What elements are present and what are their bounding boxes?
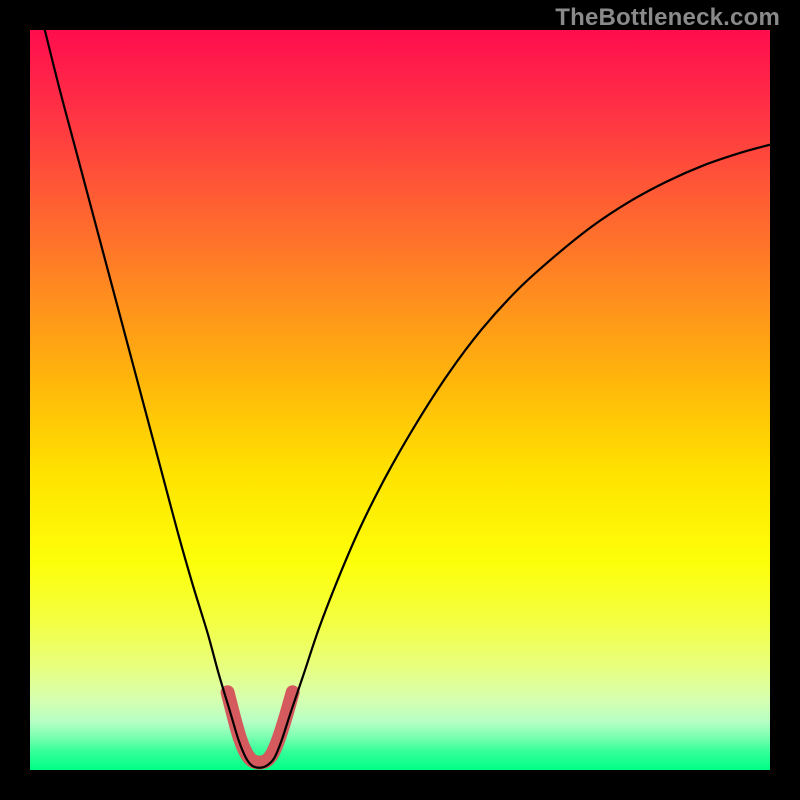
chart-frame: TheBottleneck.com xyxy=(0,0,800,800)
highlight-dip-path xyxy=(228,692,293,762)
main-curve-path xyxy=(45,30,770,768)
curve-layer xyxy=(30,30,770,770)
plot-area xyxy=(30,30,770,770)
watermark-text: TheBottleneck.com xyxy=(555,4,780,32)
